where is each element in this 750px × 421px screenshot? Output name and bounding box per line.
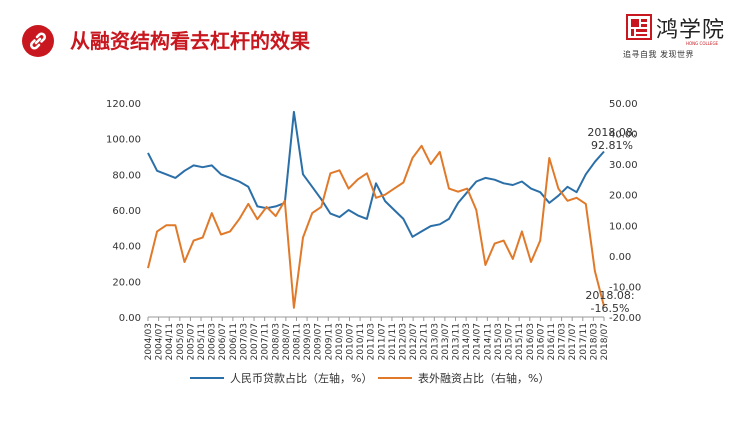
y-right-tick-label: 50.00 bbox=[609, 99, 638, 110]
y-right-tick-label: 0.00 bbox=[609, 252, 631, 263]
annotation-loan-date: 2018.08: bbox=[587, 126, 636, 139]
x-tick-label: 2009/03 bbox=[303, 323, 313, 360]
x-tick-label: 2015/07 bbox=[505, 323, 515, 360]
annotation-offbalance-value: -16.5% bbox=[591, 302, 630, 315]
x-tick-label: 2010/11 bbox=[356, 323, 366, 360]
x-tick-label: 2004/07 bbox=[155, 323, 165, 360]
page-title: 从融资结构看去杠杆的效果 bbox=[70, 29, 310, 53]
x-tick-label: 2011/03 bbox=[367, 323, 377, 360]
x-tick-label: 2016/03 bbox=[526, 323, 536, 360]
y-left-tick-label: 40.00 bbox=[112, 242, 141, 253]
x-tick-label: 2011/11 bbox=[388, 323, 398, 360]
y-left-tick-label: 100.00 bbox=[106, 135, 141, 146]
legend-swatch-offbalance bbox=[378, 377, 412, 379]
x-tick-label: 2017/11 bbox=[579, 323, 589, 360]
x-tick-label: 2016/11 bbox=[547, 323, 557, 360]
x-tick-label: 2010/03 bbox=[335, 323, 345, 360]
x-tick-label: 2012/11 bbox=[420, 323, 430, 360]
series-line-loan bbox=[147, 110, 605, 238]
x-tick-label: 2018/03 bbox=[589, 323, 599, 360]
x-tick-label: 2014/07 bbox=[473, 323, 483, 360]
y-left-tick-label: 0.00 bbox=[119, 313, 141, 324]
x-tick-label: 2006/03 bbox=[208, 323, 218, 360]
y-right-tick-label: 30.00 bbox=[609, 160, 638, 171]
x-tick-label: 2006/07 bbox=[218, 323, 228, 360]
x-tick-label: 2015/11 bbox=[515, 323, 525, 360]
x-tick-label: 2012/07 bbox=[409, 323, 419, 360]
y-right-tick-label: -10.00 bbox=[609, 282, 641, 293]
x-tick-label: 2015/03 bbox=[494, 323, 504, 360]
x-tick-label: 2005/11 bbox=[197, 323, 207, 360]
legend-swatch-loan bbox=[190, 377, 224, 379]
x-tick-label: 2004/11 bbox=[165, 323, 175, 360]
legend-label-offbalance: 表外融资占比（右轴，%） bbox=[418, 372, 550, 385]
x-tick-label: 2014/03 bbox=[462, 323, 472, 360]
y-right-tick-label: 10.00 bbox=[609, 221, 638, 232]
x-tick-label: 2009/07 bbox=[314, 323, 324, 360]
x-tick-label: 2008/03 bbox=[271, 323, 281, 360]
x-tick-label: 2007/07 bbox=[250, 323, 260, 360]
logo-english: HONG COLLEGE bbox=[686, 41, 719, 46]
x-tick-label: 2005/07 bbox=[186, 323, 196, 360]
link-icon bbox=[30, 32, 46, 50]
link-icon-badge bbox=[22, 25, 54, 57]
x-tick-label: 2014/11 bbox=[483, 323, 493, 360]
x-tick-label: 2007/11 bbox=[261, 323, 271, 360]
logo-tagline: 追寻自我 发现世界 bbox=[623, 50, 695, 59]
x-tick-label: 2006/11 bbox=[229, 323, 239, 360]
logo-mark-icon bbox=[626, 14, 652, 40]
y-right-tick-label: 20.00 bbox=[609, 191, 638, 202]
x-tick-label: 2004/03 bbox=[144, 323, 154, 360]
logo-name: 鸿学院 bbox=[656, 18, 726, 43]
x-tick-label: 2018/07 bbox=[600, 323, 610, 360]
x-tick-label: 2007/03 bbox=[239, 323, 249, 360]
brand-logo: 鸿学院 HONG COLLEGE 追寻自我 发现世界 bbox=[620, 12, 740, 64]
y-left-tick-label: 60.00 bbox=[112, 206, 141, 217]
x-tick-label: 2010/07 bbox=[345, 323, 355, 360]
x-tick-label: 2017/03 bbox=[558, 323, 568, 360]
x-tick-label: 2008/11 bbox=[292, 323, 302, 360]
x-tick-label: 2008/07 bbox=[282, 323, 292, 360]
x-tick-label: 2013/07 bbox=[441, 323, 451, 360]
legend-label-loan: 人民币贷款占比（左轴，%） bbox=[230, 372, 373, 385]
x-tick-label: 2011/07 bbox=[377, 323, 387, 360]
y-left-tick-label: 20.00 bbox=[112, 277, 141, 288]
annotation-offbalance-date: 2018.08: bbox=[585, 289, 634, 302]
x-tick-label: 2013/11 bbox=[452, 323, 462, 360]
y-right-tick-label: -20.00 bbox=[609, 313, 641, 324]
x-tick-label: 2005/03 bbox=[176, 323, 186, 360]
y-left-tick-label: 120.00 bbox=[106, 99, 141, 110]
series-line-offbalance bbox=[147, 144, 605, 309]
x-tick-label: 2009/11 bbox=[324, 323, 334, 360]
annotation-loan-value: 92.81% bbox=[591, 139, 633, 152]
x-tick-label: 2013/03 bbox=[430, 323, 440, 360]
y-left-tick-label: 80.00 bbox=[112, 170, 141, 181]
x-tick-label: 2016/07 bbox=[536, 323, 546, 360]
x-tick-label: 2012/03 bbox=[399, 323, 409, 360]
y-right-tick-label: 40.00 bbox=[609, 130, 638, 141]
x-tick-label: 2017/07 bbox=[568, 323, 578, 360]
